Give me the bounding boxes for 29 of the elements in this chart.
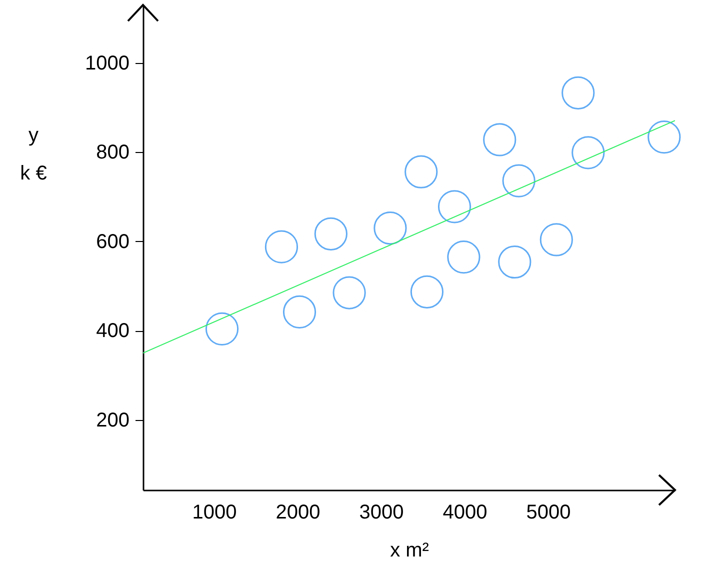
point — [483, 123, 516, 156]
y-tick-label: 200 — [96, 409, 130, 432]
x-tick-label: 2000 — [276, 502, 320, 524]
y-tick-label: 800 — [96, 142, 130, 164]
point — [540, 223, 573, 256]
point — [498, 245, 532, 279]
x-axis-title: x m² — [390, 540, 430, 562]
point — [572, 136, 605, 170]
point — [332, 276, 366, 310]
point — [562, 76, 595, 110]
point — [264, 230, 298, 264]
x-tick-label: 3000 — [359, 502, 404, 524]
point — [648, 120, 681, 154]
x-tick-label: 1000 — [192, 502, 237, 524]
point — [314, 217, 348, 250]
y-axis-title: y k € — [20, 124, 47, 184]
point — [404, 155, 438, 188]
point — [282, 295, 316, 329]
point — [410, 275, 444, 308]
point — [205, 312, 239, 346]
point — [502, 164, 536, 198]
point — [374, 212, 407, 245]
x-tick-label: 4000 — [442, 502, 488, 524]
y-tick-label: 600 — [96, 230, 130, 253]
y-tick-label: 1000 — [85, 52, 130, 75]
x-tick-label: 5000 — [526, 502, 571, 524]
point — [438, 190, 472, 224]
y-tick-label: 400 — [96, 320, 130, 342]
point — [447, 240, 480, 274]
